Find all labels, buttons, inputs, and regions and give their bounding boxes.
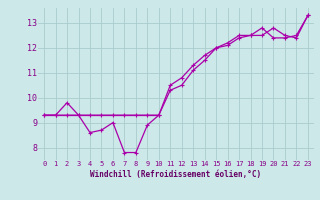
X-axis label: Windchill (Refroidissement éolien,°C): Windchill (Refroidissement éolien,°C) — [91, 170, 261, 179]
